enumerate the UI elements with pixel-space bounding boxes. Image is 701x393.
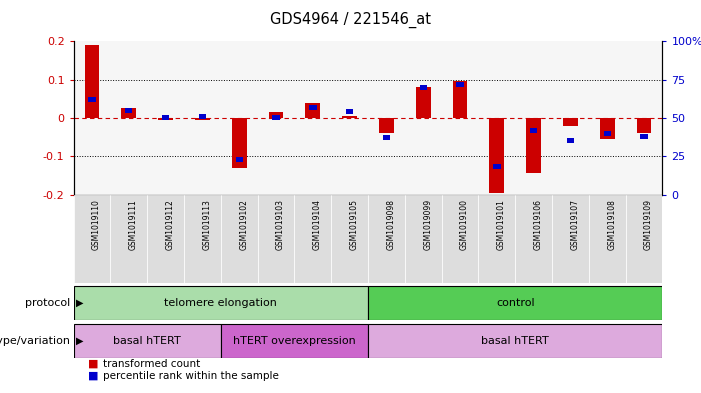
Bar [346,109,353,114]
Bar [294,41,331,195]
Text: ▶: ▶ [76,298,83,308]
Text: basal hTERT: basal hTERT [114,336,181,346]
Bar [589,41,625,195]
Bar [74,286,368,320]
Bar [368,324,662,358]
Bar [195,118,210,120]
Bar [589,195,625,283]
Bar [489,118,504,193]
Text: telomere elongation: telomere elongation [164,298,278,308]
Bar [368,195,405,283]
Bar [221,41,257,195]
Bar [85,45,100,118]
Text: GSM1019100: GSM1019100 [460,199,469,250]
Bar [416,87,430,118]
Bar [637,118,651,133]
Bar [604,131,611,136]
Text: hTERT overexpression: hTERT overexpression [233,336,356,346]
Bar [184,195,221,283]
Bar [552,195,589,283]
Bar [147,195,184,283]
Bar [494,164,501,169]
Bar [331,41,368,195]
Bar [379,118,394,133]
Bar [552,41,589,195]
Text: GSM1019109: GSM1019109 [644,199,653,250]
Bar [272,116,280,120]
Bar [88,97,95,102]
Bar [257,41,294,195]
Bar [478,195,515,283]
Text: ■: ■ [88,358,98,369]
Text: GSM1019104: GSM1019104 [313,199,322,250]
Bar [184,41,221,195]
Bar [74,41,110,195]
Bar [405,195,442,283]
Text: GSM1019113: GSM1019113 [203,199,212,250]
Text: transformed count: transformed count [103,358,200,369]
Bar [368,41,405,195]
Bar [162,116,170,120]
Bar [342,116,357,118]
Bar [453,81,468,118]
Bar [625,195,662,283]
Text: GSM1019102: GSM1019102 [239,199,248,250]
Text: percentile rank within the sample: percentile rank within the sample [103,371,279,381]
Bar [331,195,368,283]
Bar [111,41,147,195]
Bar [309,105,316,110]
Text: GSM1019105: GSM1019105 [350,199,359,250]
Bar [111,195,147,283]
Text: ▶: ▶ [76,336,83,346]
Bar [221,195,257,283]
Bar [268,112,283,118]
Bar [566,138,574,143]
Text: protocol: protocol [25,298,70,308]
Text: ■: ■ [88,371,98,381]
Text: GSM1019106: GSM1019106 [533,199,543,250]
Text: GSM1019111: GSM1019111 [129,199,138,250]
Bar [515,195,552,283]
Bar [478,41,515,195]
Bar [625,41,662,195]
Bar [405,41,442,195]
Bar [383,135,390,140]
Bar [236,157,243,162]
Bar [147,41,184,195]
Text: GSM1019112: GSM1019112 [165,199,175,250]
Bar [257,195,294,283]
Bar [306,103,320,118]
Text: GSM1019101: GSM1019101 [497,199,506,250]
Bar [442,195,478,283]
Text: genotype/variation: genotype/variation [0,336,70,346]
Bar [121,108,136,118]
Bar [221,324,368,358]
Bar [199,114,206,119]
Text: GSM1019098: GSM1019098 [386,199,395,250]
Bar [232,118,247,168]
Bar [530,128,537,133]
Bar [515,41,552,195]
Bar [368,286,662,320]
Text: GSM1019110: GSM1019110 [92,199,101,250]
Bar [563,118,578,125]
Bar [442,41,478,195]
Bar [294,195,331,283]
Bar [158,118,173,120]
Text: control: control [496,298,535,308]
Text: GSM1019108: GSM1019108 [607,199,616,250]
Bar [74,195,110,283]
Bar [526,118,541,173]
Text: GSM1019107: GSM1019107 [571,199,580,250]
Bar [419,85,427,90]
Text: GDS4964 / 221546_at: GDS4964 / 221546_at [270,12,431,28]
Bar [600,118,615,139]
Text: GSM1019099: GSM1019099 [423,199,433,250]
Bar [74,324,221,358]
Bar [456,82,464,87]
Text: GSM1019103: GSM1019103 [276,199,285,250]
Bar [641,134,648,139]
Text: basal hTERT: basal hTERT [482,336,549,346]
Bar [125,108,132,113]
